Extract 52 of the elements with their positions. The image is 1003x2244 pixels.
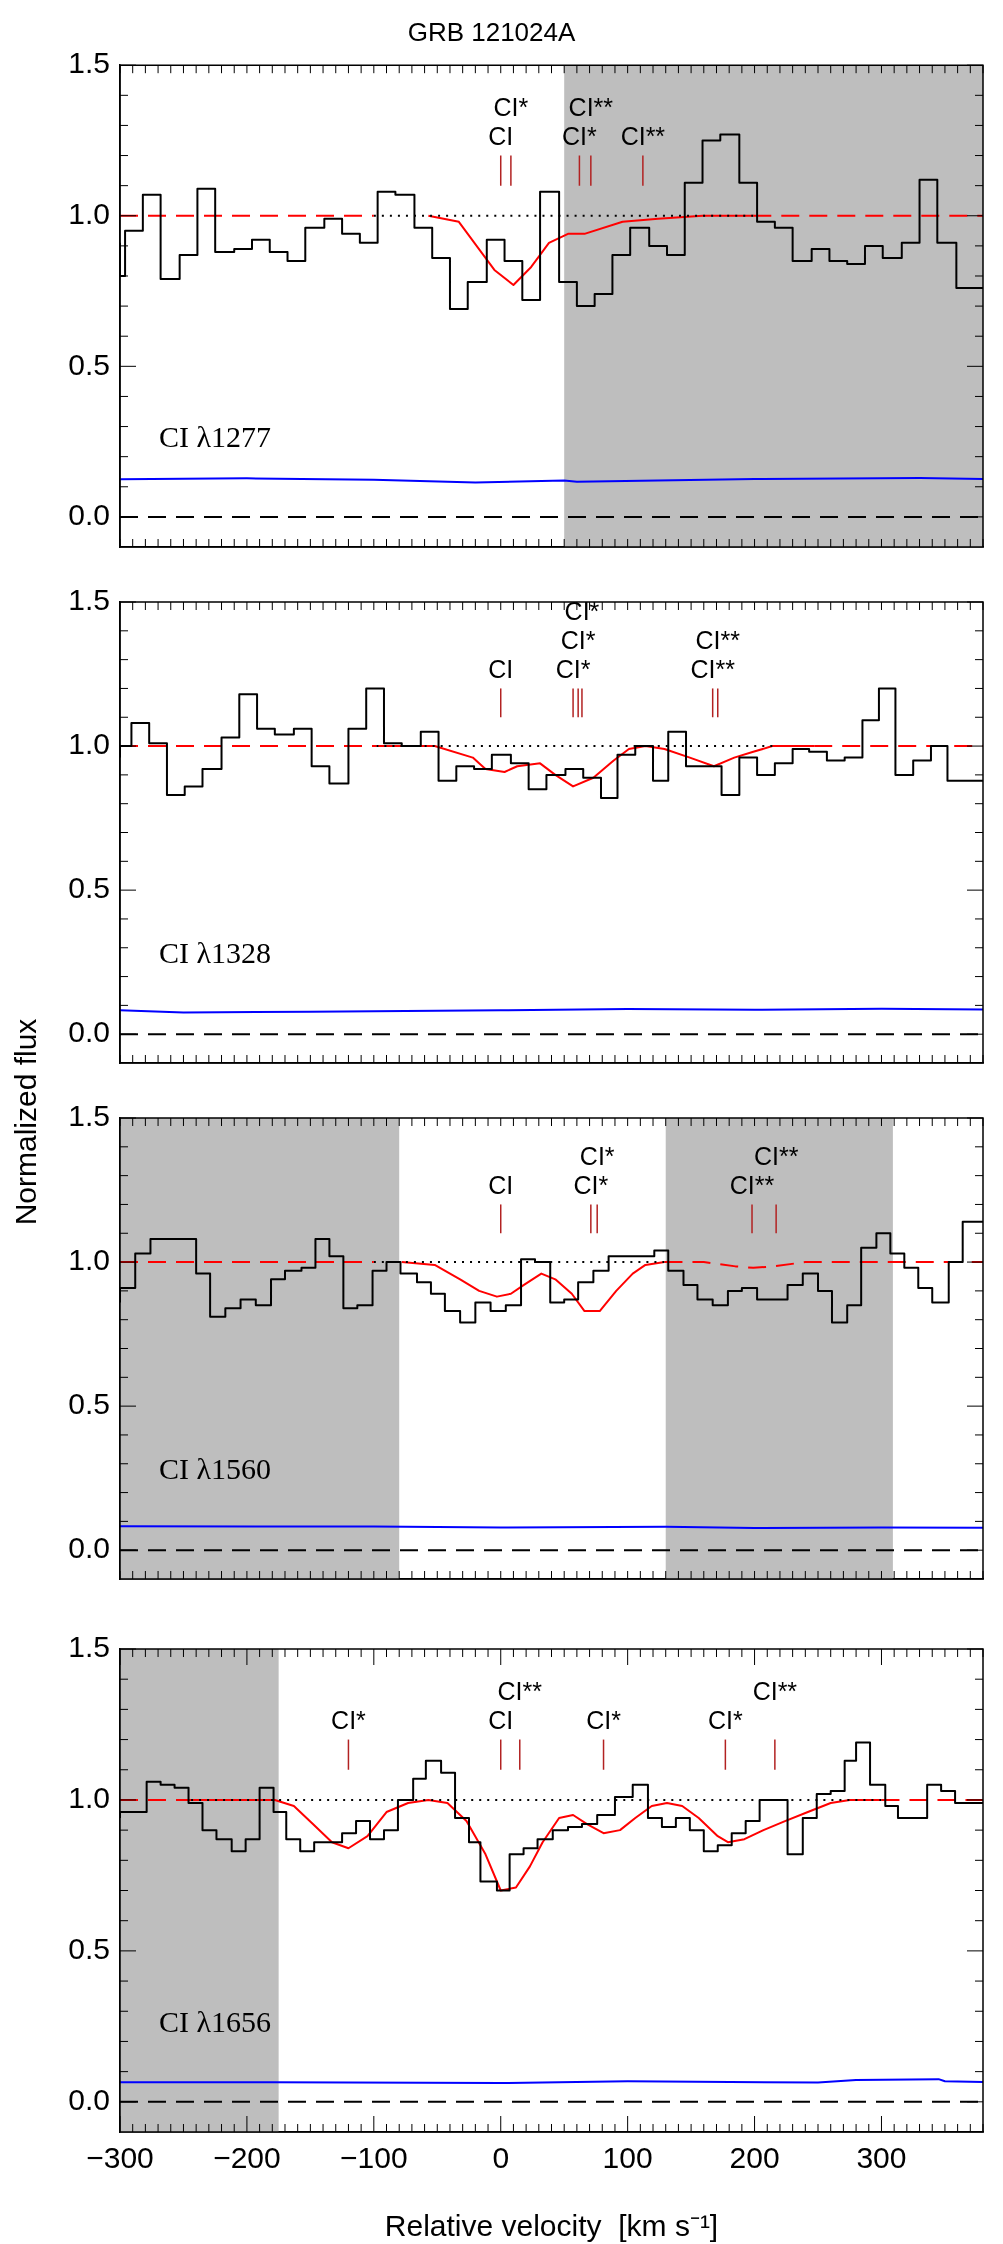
data-label: CI* <box>555 655 591 684</box>
data-label: CI <box>488 655 514 684</box>
chart-title: GRB 121024A <box>407 16 576 47</box>
data-label: CI <box>488 1706 514 1735</box>
x-tick-label: 0 <box>492 2141 510 2175</box>
x-tick-label: 100 <box>602 2141 653 2175</box>
y-axis-title: Normalized flux <box>9 1018 43 1226</box>
data-label: CI* <box>708 1706 743 1735</box>
data-label: CI* <box>586 1706 622 1735</box>
y-tick-label: 1.5 <box>68 583 110 617</box>
y-tick-label: 0.0 <box>68 498 110 532</box>
y-tick-label: 1.0 <box>68 1781 110 1815</box>
y-tick-label: 1.0 <box>68 197 110 231</box>
y-tick-label: 0.0 <box>68 1015 110 1049</box>
annotation: CI λ1656 <box>159 2005 272 2038</box>
y-tick-label: 0.5 <box>68 1387 110 1421</box>
y-tick-label: 0.5 <box>68 1932 110 1966</box>
x-tick-label: 300 <box>856 2141 907 2175</box>
data-label: CI** <box>690 655 736 684</box>
data-label: CI* <box>493 93 529 122</box>
data-label: CI* <box>331 1706 367 1735</box>
data-label: CI** <box>752 1677 798 1706</box>
data-label: CI** <box>753 1142 799 1171</box>
data-label: CI** <box>568 93 614 122</box>
x-tick-label: 200 <box>729 2141 780 2175</box>
data-label: CI <box>488 1171 514 1200</box>
data-label: CI** <box>497 1677 543 1706</box>
data-label: CI** <box>695 626 741 655</box>
annotation: CI λ1328 <box>159 936 272 969</box>
annotation: CI λ1560 <box>159 1452 272 1485</box>
y-tick-label: 0.0 <box>68 2083 110 2117</box>
data-label: CI <box>488 122 514 151</box>
data-label: CI* <box>579 1142 615 1171</box>
data-label: CI** <box>620 122 666 151</box>
y-tick-label: 1.0 <box>68 1243 110 1277</box>
y-tick-label: 0.5 <box>68 347 110 381</box>
data-label: CI** <box>729 1171 775 1200</box>
y-tick-label: 1.5 <box>68 1630 110 1664</box>
data-label: CI* <box>573 1171 609 1200</box>
y-tick-label: 1.5 <box>68 1099 110 1133</box>
y-tick-label: 0.0 <box>68 1531 110 1565</box>
data-label: CI* <box>562 122 598 151</box>
data-label: CI* <box>560 626 596 655</box>
data-label: CI* <box>564 597 600 626</box>
x-tick-label: −200 <box>213 2141 281 2175</box>
y-tick-label: 1.0 <box>68 727 110 761</box>
y-tick-label: 1.5 <box>68 46 110 80</box>
x-tick-label: −300 <box>86 2141 154 2175</box>
annotation: CI λ1277 <box>159 420 272 453</box>
y-tick-label: 0.5 <box>68 871 110 905</box>
x-axis-title: Relative velocity [km s⁻¹] <box>384 2209 719 2243</box>
x-tick-label: −100 <box>340 2141 408 2175</box>
